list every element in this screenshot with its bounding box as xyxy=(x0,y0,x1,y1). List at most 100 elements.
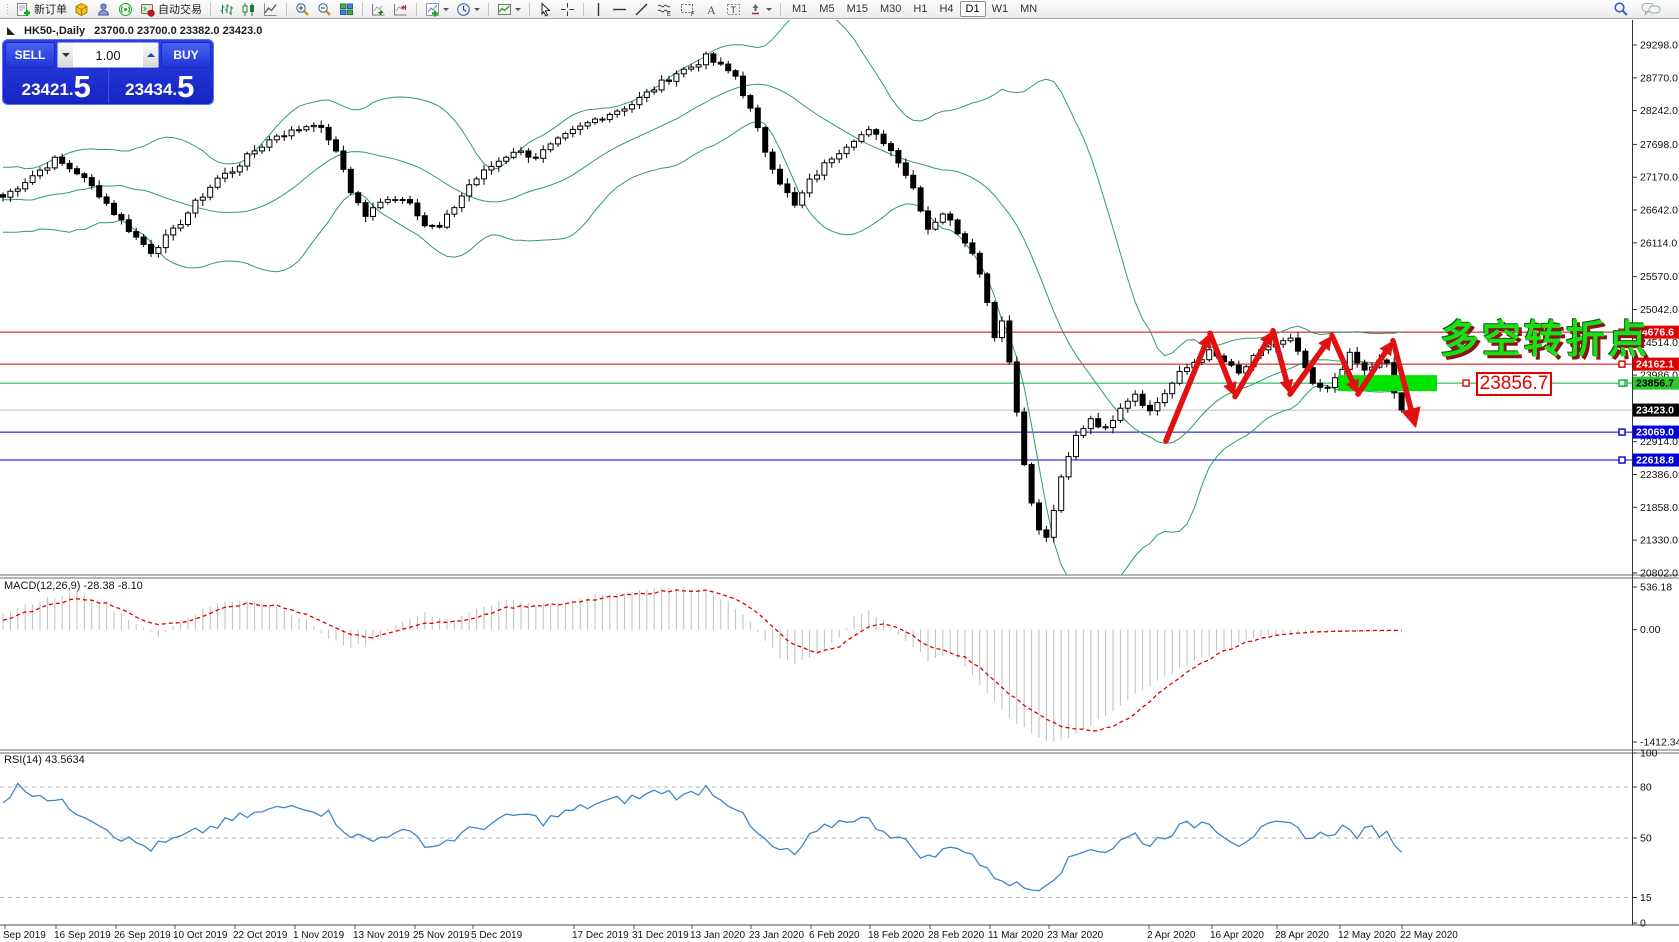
price-badge xyxy=(1633,325,1679,339)
signal-icon xyxy=(119,2,132,16)
timeframe-M5[interactable]: M5 xyxy=(819,3,835,15)
rsi-value: 43.5634 xyxy=(44,754,85,766)
price-badge-label: 24162.1 xyxy=(1636,359,1674,371)
toolbar-separator xyxy=(416,2,417,16)
volume-decrease-button[interactable] xyxy=(58,43,73,67)
toolbar-separator xyxy=(529,2,530,16)
market-cube-button[interactable] xyxy=(71,1,92,18)
date-label: 31 Dec 2019 xyxy=(632,930,689,941)
sell-button[interactable]: SELL xyxy=(5,42,55,68)
toolbar-separator xyxy=(210,2,211,16)
trendline-icon xyxy=(635,3,648,15)
dropdown-caret-icon xyxy=(766,8,772,14)
market-cube-icon xyxy=(75,2,88,16)
price-badge-label: 23423.0 xyxy=(1636,405,1674,417)
line-chart-icon xyxy=(264,3,277,16)
date-label: 28 Apr 2020 xyxy=(1275,930,1329,941)
price-tick-label: 25042.0 xyxy=(1640,304,1678,316)
volume-increase-button[interactable] xyxy=(143,43,158,67)
chart-shift-icon xyxy=(394,3,407,15)
price-tick-label: 29298.0 xyxy=(1640,40,1678,52)
auto-scroll-button[interactable] xyxy=(368,1,389,18)
chat-icon[interactable] xyxy=(1641,1,1661,17)
zoom-in-button[interactable] xyxy=(292,1,313,18)
zoom-out-icon xyxy=(318,2,331,16)
price-level-label-box[interactable]: 23856.7 xyxy=(1476,372,1552,396)
line-anchor-marker[interactable] xyxy=(1462,379,1470,387)
buy-button[interactable]: BUY xyxy=(161,42,211,68)
tile-windows-button[interactable] xyxy=(336,1,357,18)
rsi-axis-label: 80 xyxy=(1640,782,1652,794)
channel-icon: F xyxy=(681,3,695,17)
rsi-axis-label: 100 xyxy=(1640,748,1658,760)
toolbar-separator xyxy=(780,2,781,16)
new-order-button[interactable]: 新订单 xyxy=(13,1,70,18)
chart-symbol-icon xyxy=(7,27,15,35)
line-anchor-marker[interactable] xyxy=(1618,360,1626,368)
macd-pane xyxy=(2,587,1403,742)
profile-icon xyxy=(97,3,110,15)
timeframe-M15[interactable]: M15 xyxy=(846,3,868,15)
sell-price-big-digit: 5 xyxy=(73,69,91,104)
autotrade-button[interactable]: 自动交易 xyxy=(137,1,205,18)
date-label: 16 Apr 2020 xyxy=(1210,930,1264,941)
templates-button[interactable] xyxy=(494,1,524,18)
buy-price-big-digit: 5 xyxy=(177,69,195,104)
sell-price-display[interactable]: 23421. 5 xyxy=(5,69,108,103)
price-badge xyxy=(1633,403,1679,417)
trendline-tool-button[interactable] xyxy=(631,1,652,18)
line-anchor-marker[interactable] xyxy=(1618,428,1626,436)
vertical-line-icon xyxy=(597,2,600,16)
zoom-out-button[interactable] xyxy=(314,1,335,18)
bar-chart-button[interactable] xyxy=(216,1,237,18)
chart-shift-button[interactable] xyxy=(390,1,411,18)
line-anchor-marker[interactable] xyxy=(1618,379,1626,387)
dropdown-caret-icon xyxy=(515,8,521,14)
arrows-tool-button[interactable] xyxy=(745,1,775,18)
text-icon: A xyxy=(707,3,716,17)
timeframe-M1[interactable]: M1 xyxy=(792,3,808,15)
timeframe-M30[interactable]: M30 xyxy=(879,3,902,15)
volume-input[interactable] xyxy=(73,43,143,67)
vertical-line-tool-button[interactable] xyxy=(589,1,608,18)
channel-tool-button[interactable]: F xyxy=(677,1,700,18)
signal-button[interactable] xyxy=(115,1,136,18)
date-label: 17 Dec 2019 xyxy=(572,930,629,941)
timeframe-D1[interactable]: D1 xyxy=(959,1,986,17)
indicators-button[interactable] xyxy=(422,1,452,18)
horizontal-line-tool-button[interactable] xyxy=(609,1,630,18)
line-chart-button[interactable] xyxy=(260,1,281,18)
candlestick-chart-button[interactable] xyxy=(238,1,259,18)
price-badge-label: 24676.6 xyxy=(1636,327,1674,339)
toolbar-right xyxy=(1613,1,1675,17)
timeframe-MN[interactable]: MN xyxy=(1020,3,1038,15)
svg-text:F: F xyxy=(691,12,695,17)
buy-price-display[interactable]: 23434. 5 xyxy=(107,69,212,104)
line-anchor-marker[interactable] xyxy=(1618,328,1626,336)
profile-button[interactable] xyxy=(93,1,114,18)
date-label: 16 Sep 2019 xyxy=(54,930,111,941)
price-badge xyxy=(1633,453,1679,467)
fibonacci-tool-button[interactable]: E xyxy=(653,1,676,18)
drawn-objects[interactable] xyxy=(1163,327,1628,464)
arrows-icon xyxy=(752,3,759,14)
search-icon[interactable] xyxy=(1613,1,1629,17)
date-axis[interactable]: Sep 2019 16 Sep 2019 26 Sep 2019 10 Oct 201… xyxy=(3,925,1458,941)
date-label: 23 Mar 2020 xyxy=(1047,930,1104,941)
timeframe-H1[interactable]: H1 xyxy=(913,3,928,15)
crosshair-tool-button[interactable] xyxy=(557,1,578,18)
fibonacci-icon: E xyxy=(657,4,671,17)
macd-values: -28.38 -8.10 xyxy=(83,580,143,592)
line-anchor-marker[interactable] xyxy=(1618,456,1626,464)
text-label-tool-button[interactable]: T xyxy=(723,1,744,18)
cursor-tool-button[interactable] xyxy=(535,1,556,18)
price-tick-label: 22386.0 xyxy=(1640,469,1678,481)
periods-clock-button[interactable] xyxy=(453,1,483,18)
chinese-annotation-text[interactable]: 多空转折点 xyxy=(1440,319,1651,362)
bollinger-bands xyxy=(3,20,1402,575)
text-tool-button[interactable]: A xyxy=(701,1,722,18)
timeframe-H4[interactable]: H4 xyxy=(939,3,954,15)
timeframe-W1[interactable]: W1 xyxy=(991,3,1009,15)
